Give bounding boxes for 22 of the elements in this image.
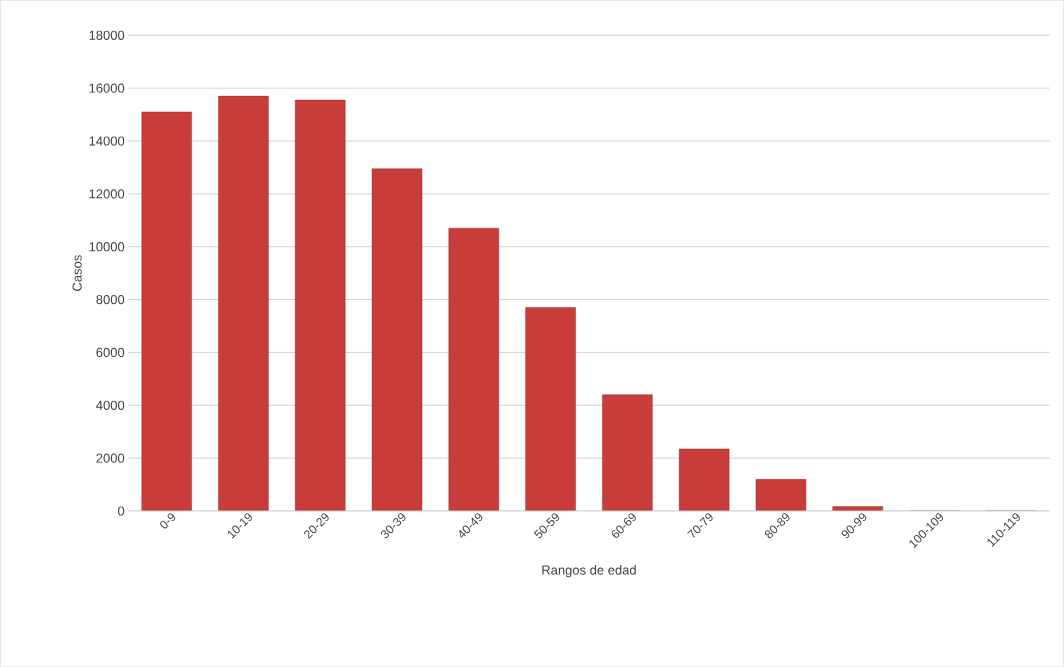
x-tick-label: 0-9 (160, 513, 176, 529)
y-tick-label: 2000 (96, 453, 125, 463)
bar (602, 394, 653, 511)
bar (295, 99, 346, 511)
y-axis-title: Casos (72, 255, 82, 291)
y-tick-label: 18000 (89, 30, 125, 40)
bar (372, 168, 422, 511)
y-tick-label: 4000 (96, 400, 125, 410)
bar (525, 307, 576, 511)
bar (141, 111, 192, 511)
bar (448, 228, 499, 511)
bar (218, 95, 269, 511)
y-tick-label: 14000 (89, 136, 125, 146)
y-tick-label: 0 (117, 506, 125, 516)
y-tick-label: 6000 (96, 347, 125, 357)
y-tick-label: 12000 (89, 189, 125, 199)
y-tick-label: 8000 (96, 294, 125, 305)
x-axis-title: Rangos de edad (542, 565, 636, 578)
bar (679, 448, 730, 511)
bar (755, 479, 806, 511)
y-tick-label: 16000 (89, 83, 125, 93)
y-tick-label: 10000 (89, 242, 125, 252)
